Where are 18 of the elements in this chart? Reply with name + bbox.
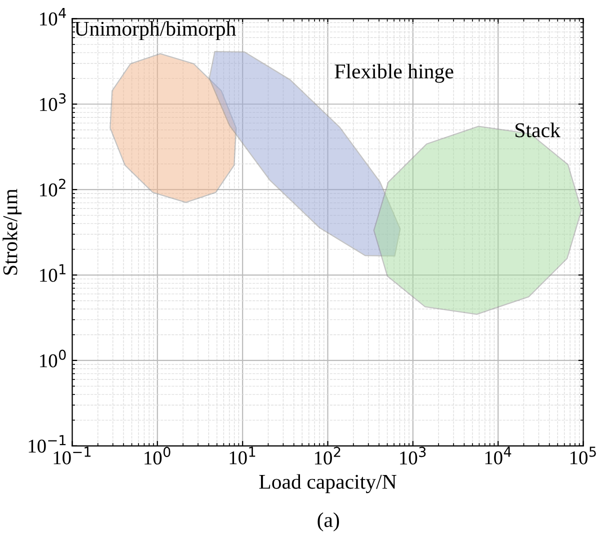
y-tick-label: 10$^{3}$ <box>40 93 66 112</box>
text: (a) <box>318 512 339 532</box>
y-axis-title: Stroke/μm <box>2 188 22 275</box>
x-tick-label: 10$^{4}$ <box>485 446 512 464</box>
x-tick-label: 10$^{5}$ <box>570 446 596 464</box>
annotation: Flexible hinge <box>334 64 454 83</box>
x-tick-label: 10$^{2}$ <box>314 446 340 465</box>
annotation: Unimorph/bimorph <box>74 21 236 40</box>
y-tick-label: 10$^{4}$ <box>40 8 66 26</box>
x-tick-label: 10$^{1}$ <box>230 446 256 464</box>
x-tick-label: 10$^{0}$ <box>144 446 170 465</box>
x-tick-label: 10$^{−1}$ <box>54 446 91 464</box>
x-axis-title: Load capacity/N <box>259 474 396 494</box>
y-tick-label: 10$^{1}$ <box>40 264 66 282</box>
y-tick-label: 10$^{2}$ <box>40 178 66 196</box>
y-tick-label: 10$^{0}$ <box>40 350 66 368</box>
x-tick-label: 10$^{3}$ <box>400 446 426 465</box>
annotation: Stack <box>516 122 560 138</box>
